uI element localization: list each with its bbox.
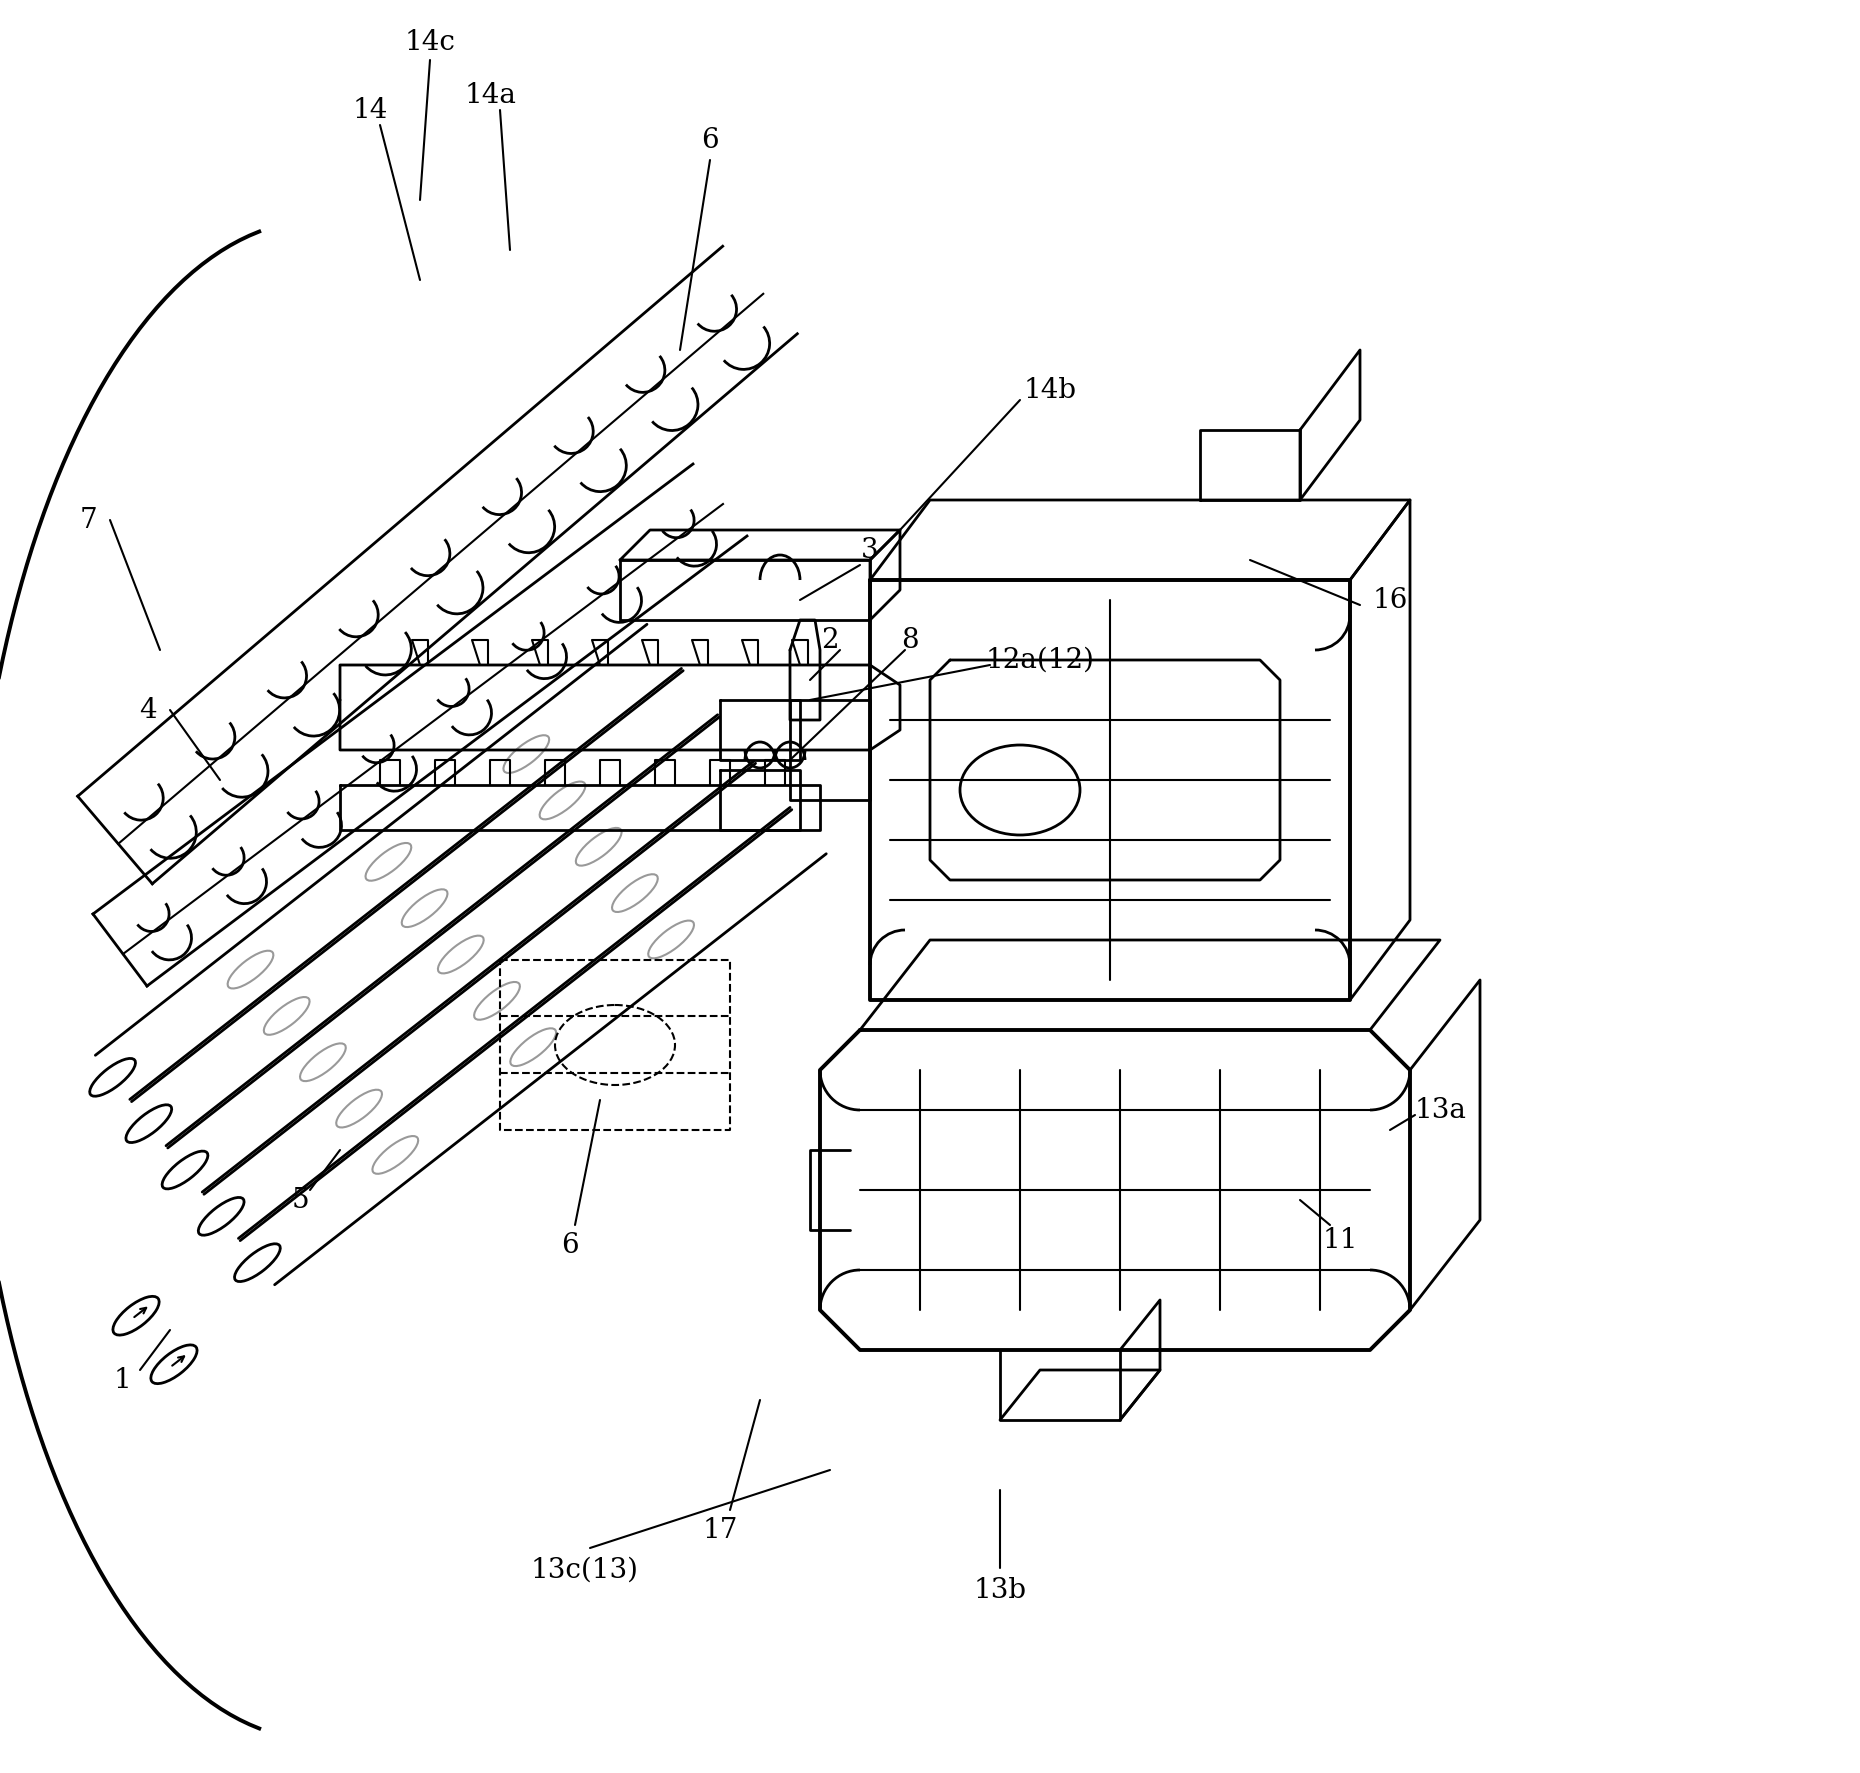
Text: 3: 3 [861,537,878,564]
Text: 17: 17 [703,1516,738,1544]
Text: 12a(12): 12a(12) [986,647,1094,674]
Text: 4: 4 [140,697,156,723]
Text: 16: 16 [1373,587,1408,613]
Text: 6: 6 [562,1232,578,1259]
Text: 14c: 14c [405,28,456,55]
Text: 13c(13): 13c(13) [530,1557,640,1583]
Text: 7: 7 [80,507,97,534]
Text: 13a: 13a [1414,1096,1466,1124]
Text: 8: 8 [902,626,919,654]
Text: 1: 1 [113,1367,130,1394]
Text: 5: 5 [292,1186,309,1213]
Text: 11: 11 [1322,1227,1358,1254]
Text: 14a: 14a [463,82,515,108]
Text: 2: 2 [820,626,839,654]
Text: 13b: 13b [973,1576,1027,1603]
Text: 6: 6 [701,126,718,154]
Text: 14: 14 [352,96,387,124]
Text: 14b: 14b [1023,376,1077,404]
